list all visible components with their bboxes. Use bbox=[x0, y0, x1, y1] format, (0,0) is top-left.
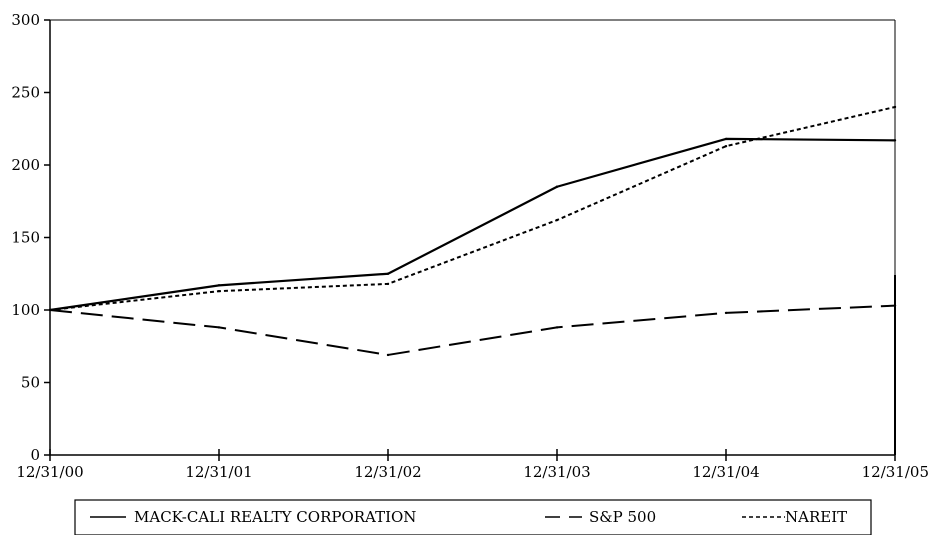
data-point bbox=[217, 326, 221, 329]
data-point bbox=[386, 353, 390, 357]
series-line-2 bbox=[49, 106, 896, 311]
x-tick-label: 12/31/04 bbox=[692, 463, 759, 481]
y-tick-label: 150 bbox=[11, 229, 40, 247]
y-tick-label: 0 bbox=[30, 446, 40, 464]
series-line-0 bbox=[49, 137, 896, 312]
series-line-1 bbox=[49, 304, 896, 356]
data-point bbox=[893, 105, 897, 109]
y-tick-label: 200 bbox=[11, 156, 40, 174]
y-tick-label: 300 bbox=[11, 11, 40, 29]
y-tick-label: 250 bbox=[11, 84, 40, 102]
y-tick-label: 50 bbox=[21, 374, 40, 392]
chart-legend: MACK-CALI REALTY CORPORATION S&P 500 NAREI… bbox=[74, 499, 872, 535]
data-point bbox=[724, 137, 728, 141]
data-point bbox=[386, 272, 390, 275]
data-point bbox=[724, 144, 728, 148]
data-point bbox=[48, 308, 52, 312]
x-tick-label: 12/31/01 bbox=[185, 463, 252, 481]
chart-axes: 0 50 100 150 200 250 300 12/31/00 12/31/01 12/31/… bbox=[11, 11, 929, 481]
data-point bbox=[217, 284, 221, 287]
legend-label-1: S&P 500 bbox=[589, 508, 656, 526]
x-tick-label: 12/31/03 bbox=[523, 463, 590, 481]
data-point bbox=[555, 326, 559, 329]
x-tick-label: 12/31/02 bbox=[354, 463, 421, 481]
legend-label-2: NAREIT bbox=[785, 508, 847, 526]
legend-label-0: MACK-CALI REALTY CORPORATION bbox=[134, 508, 416, 526]
x-tick-label: 12/31/00 bbox=[16, 463, 83, 481]
y-tick-label: 100 bbox=[11, 301, 40, 319]
data-point bbox=[217, 289, 221, 293]
data-point bbox=[724, 311, 728, 315]
data-point bbox=[386, 282, 390, 286]
legend-box bbox=[74, 499, 872, 535]
chart-series bbox=[48, 105, 897, 357]
x-tick-label: 12/31/05 bbox=[862, 463, 929, 481]
data-point bbox=[555, 185, 559, 188]
data-point bbox=[555, 218, 559, 222]
data-point bbox=[893, 304, 897, 307]
data-point bbox=[893, 139, 897, 142]
